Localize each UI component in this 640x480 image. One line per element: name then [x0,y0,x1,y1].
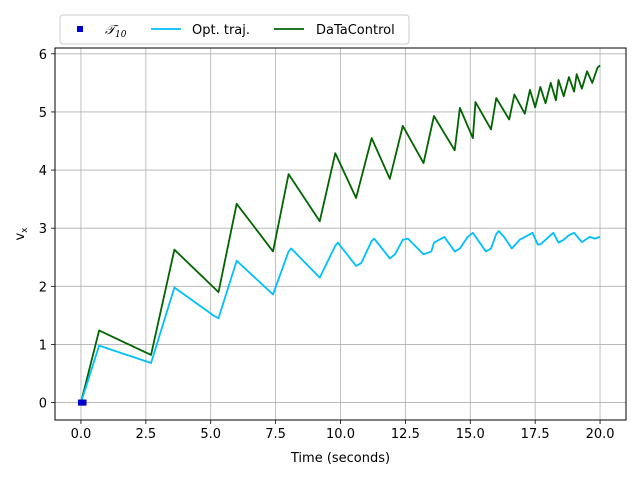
x-tick-label: 10.0 [326,427,355,442]
x-tick-label: 7.5 [265,427,286,442]
x-axis-label: Time (seconds) [290,451,390,466]
series-marker-point [80,399,87,406]
x-tick-label: 12.5 [391,427,420,442]
y-axis-label-main: v [13,233,28,241]
x-tick-label: 15.0 [456,427,485,442]
legend: 𝒯10 Opt. traj. DaTaControl [59,14,410,45]
grid [55,48,626,420]
y-tick-label: 3 [39,222,47,237]
series-layer [77,64,601,406]
y-axis-label-sub: x [20,227,30,233]
y-tick-label: 2 [39,280,47,295]
y-tick-label: 4 [39,164,47,179]
ticks: 0.0 2.5 5.0 7.5 10.0 12.5 15.0 17.5 20.0 0 1 2 3 4 5 6 [39,48,615,442]
x-tick-label: 20.0 [586,427,615,442]
y-tick-label: 6 [39,48,47,63]
x-tick-label: 17.5 [521,427,550,442]
legend-label-t10-sub: 10 [115,30,127,40]
series-line-2 [80,64,601,403]
legend-marker-t10 [77,26,83,32]
x-tick-label: 2.5 [135,427,156,442]
y-tick-label: 5 [39,106,47,121]
series-line-1 [80,230,601,403]
legend-box [59,14,410,45]
y-tick-label: 0 [39,397,47,412]
legend-label-datacontrol: DaTaControl [316,23,395,38]
x-tick-label: 0.0 [71,427,92,442]
x-tick-label: 5.0 [200,427,221,442]
legend-label-opt-traj: Opt. traj. [192,23,250,38]
y-axis-label: vx [13,227,30,241]
y-tick-label: 1 [39,338,47,353]
